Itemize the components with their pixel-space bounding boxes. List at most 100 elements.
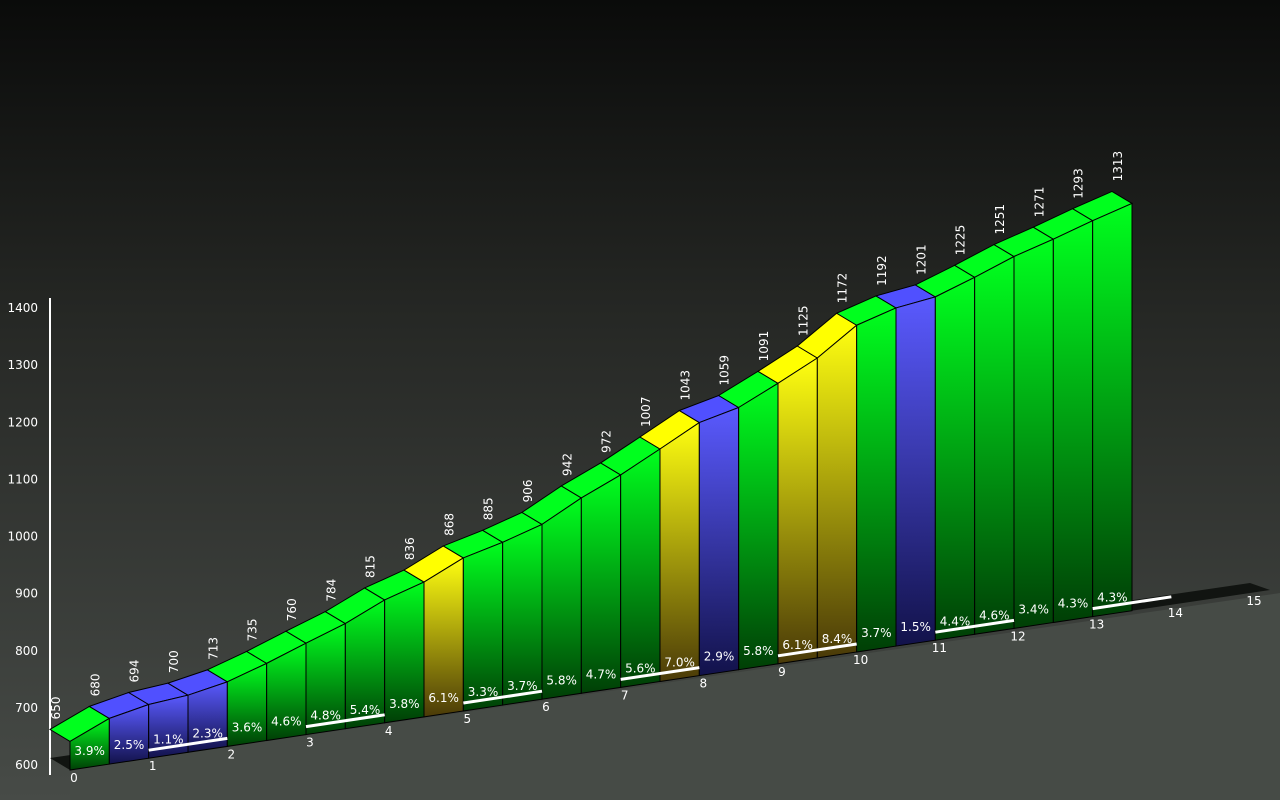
x-tick-label: 12 <box>1010 629 1025 643</box>
x-tick-label: 3 <box>306 736 314 750</box>
x-tick-label: 15 <box>1246 594 1261 608</box>
grade-label: 3.8% <box>389 697 420 711</box>
x-tick-label: 5 <box>464 712 472 726</box>
y-tick-label: 700 <box>15 701 38 715</box>
elevation-label: 972 <box>600 430 614 453</box>
km-scale-bar <box>1092 595 1172 611</box>
elevation-label: 1313 <box>1111 151 1125 182</box>
elevation-label: 784 <box>324 579 338 602</box>
grade-label: 2.3% <box>192 726 223 740</box>
y-tick-label: 1300 <box>7 358 38 372</box>
y-tick-label: 1200 <box>7 415 38 429</box>
elevation-label: 680 <box>88 673 102 696</box>
elevation-label: 713 <box>206 637 220 660</box>
labels-group: 3.9% 2.5% 1.1% 2.3% 3.6% 4.6% 4.8% 5.4% 3.8% 6.1%… <box>49 151 1128 758</box>
y-tick-label: 600 <box>15 758 38 772</box>
grade-label: 3.4% <box>1018 602 1049 616</box>
grade-label: 1.5% <box>900 620 931 634</box>
elevation-label: 1125 <box>796 305 810 336</box>
km-scale-bar <box>935 618 1015 634</box>
bar-front-face <box>620 448 661 688</box>
x-tick-label: 4 <box>385 724 393 738</box>
elevation-label: 735 <box>246 618 260 641</box>
bar-front-face <box>541 496 582 700</box>
grade-label: 3.3% <box>468 685 499 699</box>
x-tick-label: 13 <box>1089 618 1104 632</box>
elevation-label: 906 <box>521 479 535 502</box>
elevation-label: 1271 <box>1032 187 1046 218</box>
x-tick-label: 11 <box>932 641 947 655</box>
grade-label: 4.3% <box>1058 597 1089 611</box>
grade-label: 3.6% <box>232 720 263 734</box>
elevation-label: 700 <box>167 650 181 673</box>
grade-label: 3.7% <box>507 679 538 693</box>
x-tick-label: 0 <box>70 771 78 785</box>
grade-label: 5.8% <box>546 673 577 687</box>
grade-label: 4.8% <box>310 709 341 723</box>
bar-front-face <box>934 276 976 641</box>
elevation-label: 1293 <box>1072 168 1086 199</box>
elevation-label: 885 <box>482 497 496 520</box>
bar-front-face <box>580 474 622 694</box>
grade-label: 2.9% <box>704 650 735 664</box>
bar-front-face <box>1092 202 1133 618</box>
bar-front-face <box>974 255 1015 635</box>
elevation-label: 1007 <box>639 396 653 427</box>
y-tick-label: 900 <box>15 587 38 601</box>
elevation-label: 1251 <box>993 204 1007 235</box>
y-tick-label: 1000 <box>7 530 38 544</box>
grade-label: 4.3% <box>1097 591 1128 605</box>
km-scale-bar <box>463 689 543 705</box>
y-axis: 600 700 800 900 1000 1100 1200 1300 1400 <box>7 298 51 775</box>
bar-front-face <box>1052 219 1094 624</box>
grade-label: 4.7% <box>586 667 617 681</box>
elevation-label: 650 <box>49 697 63 720</box>
y-tick-label: 1400 <box>7 301 38 315</box>
elevation-label: 868 <box>442 513 456 536</box>
x-tick-label: 7 <box>621 688 629 702</box>
x-tick-label: 8 <box>700 677 708 691</box>
grade-label: 8.4% <box>822 632 853 646</box>
elevation-label: 1043 <box>678 370 692 401</box>
elevation-label: 942 <box>560 453 574 476</box>
elevation-label: 1225 <box>954 225 968 256</box>
elevation-label: 1172 <box>836 273 850 304</box>
grade-label: 7.0% <box>664 656 695 670</box>
x-tick-label: 14 <box>1168 606 1183 620</box>
km-scale-bar <box>777 642 857 658</box>
bar-front-face <box>777 357 818 665</box>
elevation-label: 694 <box>128 660 142 683</box>
bar-front-face <box>738 382 779 671</box>
km-scale-bar <box>620 666 700 681</box>
bar-front-face <box>856 307 897 653</box>
grade-label: 5.4% <box>350 703 381 717</box>
grade-label: 4.4% <box>940 614 971 628</box>
x-tick-label: 9 <box>778 665 786 679</box>
ground-plane <box>70 593 1280 800</box>
elevation-label: 836 <box>403 537 417 560</box>
x-tick-label: 10 <box>853 653 868 667</box>
bar-front-face <box>816 324 858 659</box>
bar-front-face <box>698 406 740 677</box>
x-tick-label: 1 <box>149 759 157 773</box>
km-scale-bar <box>305 713 385 729</box>
elevation-label: 1091 <box>757 331 771 362</box>
grade-label: 5.6% <box>625 661 656 675</box>
grade-label: 6.1% <box>428 691 459 705</box>
grade-label: 5.8% <box>743 644 774 658</box>
grade-label: 4.6% <box>271 715 302 729</box>
bar-front-face <box>502 523 543 706</box>
elevation-label: 1201 <box>914 244 928 275</box>
grade-label: 2.5% <box>114 738 145 752</box>
grade-label: 4.6% <box>979 608 1010 622</box>
y-tick-label: 800 <box>15 644 38 658</box>
elevation-label: 1059 <box>718 355 732 386</box>
bar-front-face <box>659 421 700 683</box>
grade-label: 3.9% <box>74 744 105 758</box>
bar-front-face <box>895 296 936 647</box>
elevation-label: 760 <box>285 598 299 621</box>
elevation-label: 1192 <box>875 255 889 286</box>
grade-label: 6.1% <box>782 638 813 652</box>
grade-label: 3.7% <box>861 626 892 640</box>
